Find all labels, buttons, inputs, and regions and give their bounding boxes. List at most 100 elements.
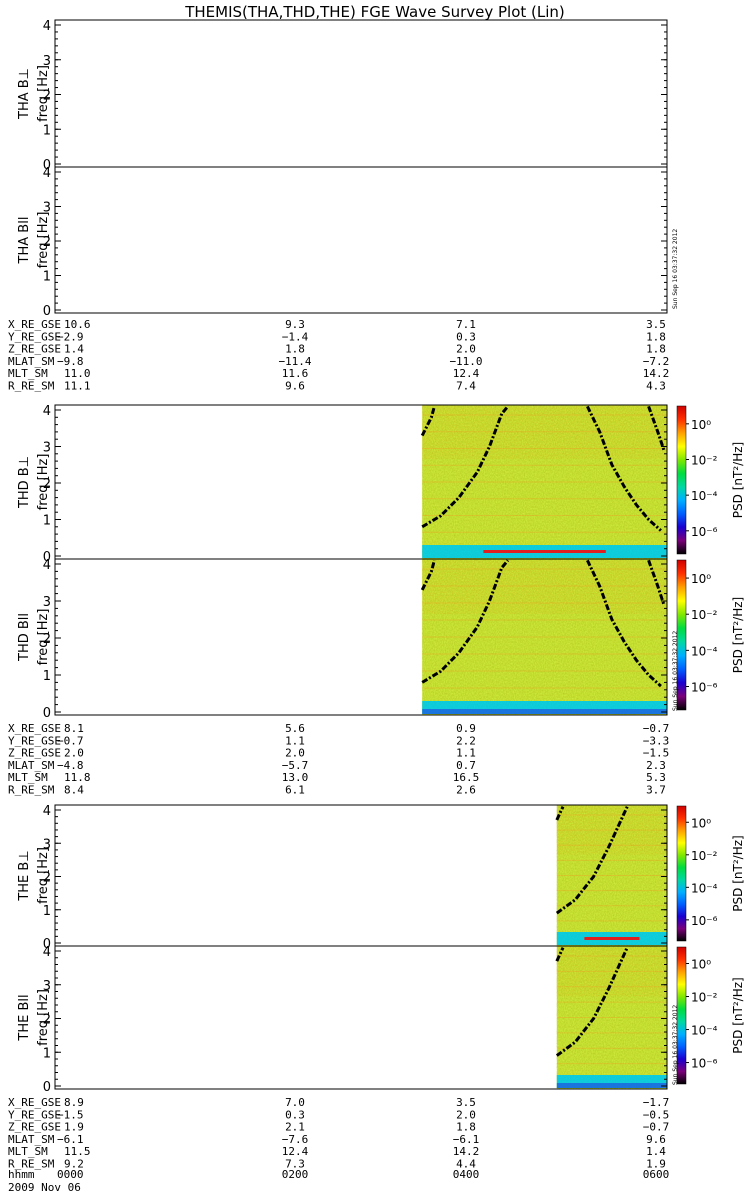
y-tick-label: 2 <box>43 89 51 104</box>
y-tick-label: 0 <box>43 1080 51 1095</box>
ephemeris-value: 1.8 <box>285 343 305 356</box>
y-tick-label: 4 <box>43 19 51 34</box>
ephemeris-value: −11.4 <box>278 355 311 368</box>
colorbar-tick-label: 10⁻⁶ <box>691 525 718 539</box>
ephemeris-value: 9.3 <box>285 318 305 331</box>
ephemeris-value: 1.4 <box>64 343 84 356</box>
footer-time-tick: 0400 <box>453 1168 480 1181</box>
low-frequency-peak <box>584 937 640 940</box>
gyrofrequency-curve <box>647 405 666 451</box>
ephemeris-value: 4.4 <box>456 1158 476 1171</box>
ephemeris-value: 2.6 <box>456 784 476 797</box>
panel-frame <box>54 19 668 168</box>
ephemeris-value: 8.1 <box>64 722 84 735</box>
ephemeris-value: 1.8 <box>646 330 666 343</box>
colorbar-tick-label: 10⁰ <box>691 816 711 830</box>
y-tick-label: 4 <box>43 404 51 419</box>
ephemeris-value: 10.6 <box>64 318 91 331</box>
gyrofrequency-curve <box>420 406 436 437</box>
ephemeris-value: 13.0 <box>282 771 309 784</box>
ephemeris-value: −0.7 <box>643 1121 670 1134</box>
ephemeris-value: 8.4 <box>64 784 84 797</box>
y-tick-label: 3 <box>43 595 51 610</box>
ephemeris-value: 3.5 <box>646 318 666 331</box>
ephemeris-label: Y_RE_GSE <box>8 1108 61 1121</box>
colorbar <box>676 805 687 942</box>
ephemeris-value: 2.0 <box>285 747 305 760</box>
ephemeris-label: X_RE_GSE <box>8 318 61 331</box>
ephemeris-value: 1.8 <box>456 1121 476 1134</box>
ephemeris-value: 7.1 <box>456 318 476 331</box>
y-tick-label: 3 <box>43 54 51 69</box>
ephemeris-label: Z_RE_GSE <box>8 1121 61 1134</box>
ephemeris-value: 2.2 <box>456 734 476 747</box>
gyrofrequency-curve <box>586 559 662 688</box>
y-axis-label: freq [Hz] <box>36 989 51 1046</box>
panel-label: THA Bll <box>17 217 32 265</box>
footer-time-tick: 0200 <box>282 1168 309 1181</box>
y-tick-label: 3 <box>43 441 51 456</box>
panel-label: THE B⊥ <box>17 850 32 901</box>
y-tick-label: 0 <box>43 158 51 173</box>
y-tick-label: 3 <box>43 837 51 852</box>
generation-timestamp: Sun Sep 16 03:37:32 2012 <box>672 631 679 711</box>
y-tick-label: 1 <box>43 514 51 529</box>
ephemeris-value: −1.7 <box>643 1096 670 1109</box>
spectrogram-panel: 0 1 2 3 4 freq [Hz] THE Bll 10⁰ 10⁻² 10⁻⁴ 10⁻⁶ PSD … <box>17 945 745 1095</box>
ephemeris-value: 9.2 <box>64 1158 84 1171</box>
y-tick-label: 0 <box>43 550 51 565</box>
footer-time-tick: 0000 <box>57 1168 84 1181</box>
y-tick-label: 4 <box>43 166 51 181</box>
ephemeris-value: −4.8 <box>57 759 84 772</box>
colorbar <box>676 405 687 555</box>
low-frequency-peak <box>483 550 606 553</box>
generation-timestamp: Sun Sep 16 03:37:32 2012 <box>672 1005 679 1085</box>
y-tick-label: 4 <box>43 804 51 819</box>
panel-label: THD Bll <box>17 613 32 662</box>
ephemeris-value: 5.6 <box>285 722 305 735</box>
ephemeris-value: 11.6 <box>282 367 309 380</box>
panel-label: THE Bll <box>17 994 32 1041</box>
ephemeris-value: 11.0 <box>64 367 91 380</box>
ephemeris-value: −0.7 <box>57 734 84 747</box>
ephemeris-value: 1.9 <box>64 1121 84 1134</box>
colorbar-tick-label: 10⁻⁶ <box>691 681 718 695</box>
ephemeris-value: 2.0 <box>456 343 476 356</box>
ephemeris-value: 5.3 <box>646 771 666 784</box>
spectrogram-panel: 0 1 2 3 4 freq [Hz] THD B⊥ 10⁰ 10⁻² 10⁻⁴ 10⁻⁶ PSD [… <box>17 404 745 565</box>
ephemeris-value: 7.0 <box>285 1096 305 1109</box>
ephemeris-value: 1.9 <box>646 1158 666 1171</box>
ephemeris-value: 11.5 <box>64 1145 91 1158</box>
panel-label: THA B⊥ <box>17 68 32 120</box>
ephemeris-label: R_RE_SM <box>8 1158 55 1171</box>
y-tick-label: 3 <box>43 201 51 216</box>
ephemeris-label: Z_RE_GSE <box>8 747 61 760</box>
ephemeris-value: −1.5 <box>57 1108 84 1121</box>
ephemeris-label: MLT_SM <box>8 1145 48 1158</box>
gyrofrequency-curve <box>421 559 510 684</box>
colorbar-tick-label: 10⁻² <box>691 608 718 622</box>
ephemeris-label: X_RE_GSE <box>8 722 61 735</box>
ephemeris-label: R_RE_SM <box>8 784 55 797</box>
ephemeris-value: 9.6 <box>646 1133 666 1146</box>
colorbar-tick-label: 10⁻⁶ <box>691 1057 718 1071</box>
colorbar-tick-label: 10⁻² <box>691 991 718 1005</box>
ephemeris-value: 0.3 <box>456 330 476 343</box>
spectrogram-high-noise <box>556 946 667 997</box>
y-tick-label: 3 <box>43 979 51 994</box>
colorbar-tick-label: 10⁻² <box>691 453 718 467</box>
ephemeris-value: −2.9 <box>57 330 84 343</box>
gyrofrequency-curve <box>555 946 629 1057</box>
colorbar-label: PSD [nT²/Hz] <box>731 442 745 518</box>
low-frequency-floor <box>422 709 667 714</box>
y-axis-label: freq [Hz] <box>36 454 51 511</box>
ephemeris-label: MLAT_SM <box>8 355 55 368</box>
ephemeris-value: 1.4 <box>646 1145 666 1158</box>
ephemeris-value: 2.0 <box>64 747 84 760</box>
figure-title: THEMIS(THA,THD,THE) FGE Wave Survey Plot… <box>184 3 565 21</box>
panel-frame <box>54 945 668 1090</box>
panel-label: THD B⊥ <box>17 456 32 509</box>
colorbar-tick-label: 10⁰ <box>691 418 711 432</box>
colorbar-tick-label: 10⁻⁴ <box>691 644 718 658</box>
